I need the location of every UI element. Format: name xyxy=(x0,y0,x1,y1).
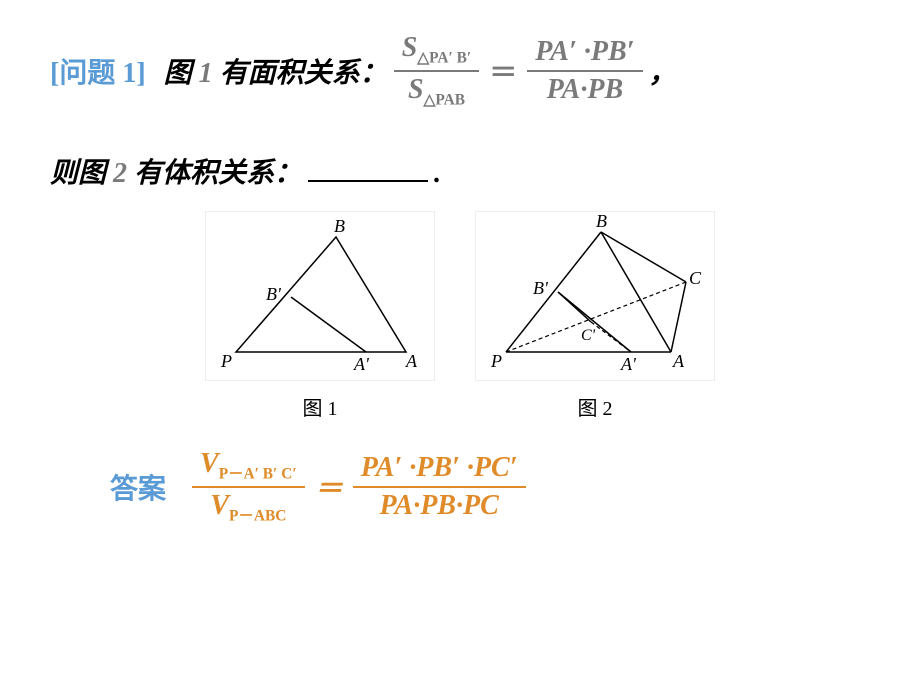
numerator: PA′ ·PB′ ·PC′ xyxy=(353,450,526,486)
S: S xyxy=(402,32,418,63)
denominator: PA·PB·PC xyxy=(372,488,507,524)
equals: ＝ xyxy=(489,51,517,91)
fraction-product-3d: PA′ ·PB′ ·PC′ PA·PB·PC xyxy=(353,450,526,524)
fraction-product: PA′ ·PB′ PA·PB xyxy=(527,34,642,108)
label-B: B xyxy=(596,211,607,231)
triangle-diagram-1: B B' P A' A xyxy=(205,211,435,381)
tetrahedron-diagram-2: B B' C P C' A' A xyxy=(475,211,715,381)
blank-fill xyxy=(308,180,428,182)
problem-line-1: [问题 1] 图 1 有面积关系： S△PA′ B′ S△PAB ＝ PA′ ·… xyxy=(50,30,870,111)
caption: 图 2 xyxy=(475,392,715,421)
comma: ， xyxy=(649,51,677,91)
label-C: C xyxy=(689,268,702,288)
label-Bp: B' xyxy=(266,284,282,304)
denominator: PA·PB xyxy=(539,72,631,108)
text: 图 1 有面积关系： xyxy=(164,51,388,91)
t: 图 xyxy=(164,58,192,89)
label-Ap: A' xyxy=(620,354,637,374)
label-A: A xyxy=(405,351,418,371)
t: 有面积关系： xyxy=(220,58,388,89)
numerator: PA′ ·PB′ xyxy=(527,34,642,70)
numerator: S△PA′ B′ xyxy=(394,30,480,70)
label-P: P xyxy=(220,351,232,371)
figure-2: B B' C P C' A' A 图 2 xyxy=(475,211,715,421)
sub: △PA′ B′ xyxy=(417,50,471,67)
figures-row: B B' P A' A 图 1 B B' C P C' A' A 图 2 xyxy=(50,211,870,421)
label-Bp: B' xyxy=(533,278,549,298)
answer-label: 答案 xyxy=(110,467,166,507)
V: V xyxy=(210,490,229,521)
fraction-volume-ratio: VP－A′ B′ C′ VP－ABC xyxy=(192,446,305,527)
label-P: P xyxy=(490,351,502,371)
problem-line-2: 则图 2 有体积关系： . xyxy=(50,151,870,191)
caption: 图 1 xyxy=(205,392,435,421)
fraction-area-ratio: S△PA′ B′ S△PAB xyxy=(394,30,480,111)
sub: P－ABC xyxy=(229,507,286,524)
denominator: S△PAB xyxy=(400,72,473,112)
label-Ap: A' xyxy=(353,354,370,374)
n: 2 xyxy=(113,158,127,189)
answer-row: 答案 VP－A′ B′ C′ VP－ABC ＝ PA′ ·PB′ ·PC′ PA… xyxy=(110,446,870,527)
label-Cp: C' xyxy=(581,327,596,344)
sub: P－A′ B′ C′ xyxy=(219,466,297,483)
t: 有体积关系： xyxy=(134,158,302,189)
text: 则图 2 有体积关系： xyxy=(50,151,302,191)
numerator: VP－A′ B′ C′ xyxy=(192,446,305,486)
equals: ＝ xyxy=(315,467,343,507)
sub: △PAB xyxy=(424,91,465,108)
label-A: A xyxy=(672,351,685,371)
V: V xyxy=(200,448,219,479)
denominator: VP－ABC xyxy=(202,488,294,528)
problem-label: [问题 1] xyxy=(50,51,146,91)
label-B: B xyxy=(334,216,345,236)
n: 1 xyxy=(199,58,213,89)
figure-1: B B' P A' A 图 1 xyxy=(205,211,435,421)
S: S xyxy=(408,74,424,105)
period: . xyxy=(434,158,441,190)
t: 则图 xyxy=(50,158,106,189)
